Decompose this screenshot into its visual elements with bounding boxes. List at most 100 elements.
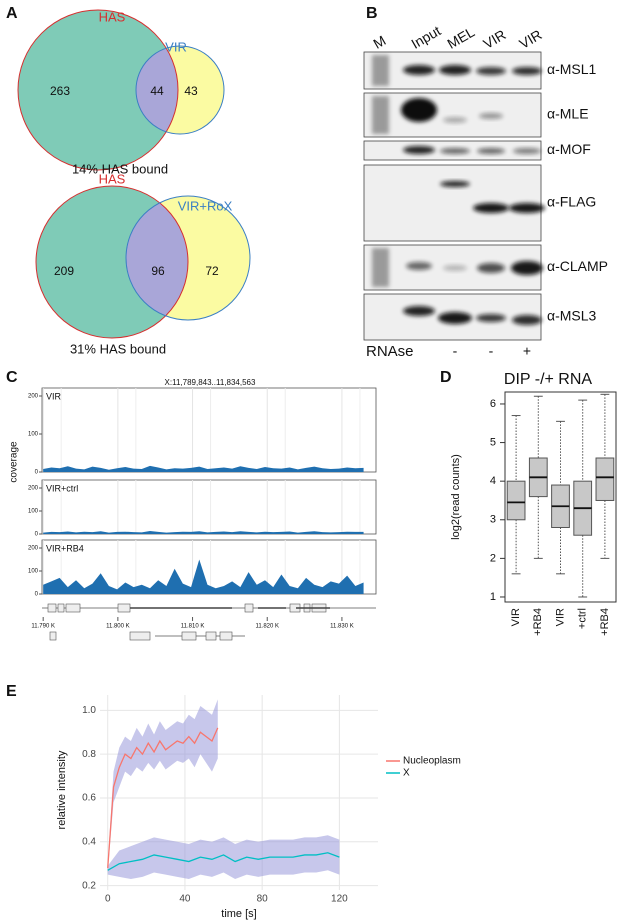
legend-label: Nucleoplasm (403, 756, 461, 767)
series-line (107, 852, 340, 871)
exon (117, 603, 131, 613)
x-tick-label: 11.810 K (181, 624, 205, 630)
y-tick-label: 3 (490, 514, 496, 526)
y-tick-label: 4 (490, 475, 496, 487)
antibody-label: α-MSL1 (547, 61, 597, 77)
panel-label: B (366, 5, 378, 22)
chart-title: DIP -/+ RNA (504, 371, 593, 388)
rnase-sign: - (453, 343, 458, 359)
box (506, 480, 526, 521)
box (595, 457, 615, 501)
band (477, 263, 505, 273)
coverage-area (43, 559, 364, 594)
coverage-area (43, 531, 364, 534)
marker-lane (372, 248, 389, 287)
x-tick-label: +ctrl (577, 608, 589, 629)
band (401, 98, 437, 122)
ci-band (107, 835, 340, 880)
y-axis-label: coverage (9, 441, 20, 483)
panel-label: C (6, 369, 18, 386)
venn-count: 263 (50, 84, 70, 98)
exon (47, 603, 57, 613)
y-tick-label: 0 (35, 532, 39, 538)
exon (65, 603, 81, 613)
y-tick-label: 200 (28, 486, 39, 492)
exon (205, 631, 217, 641)
track-title: X:11,789,843..11,834,563 (165, 378, 256, 387)
series-line (107, 727, 219, 869)
rnase-sign: + (523, 343, 531, 359)
y-tick-label: 0 (35, 592, 39, 598)
set-label: VIR (165, 39, 187, 54)
plot-frame (504, 391, 617, 603)
marker-lane (372, 55, 389, 86)
x-tick-label: VIR (510, 608, 522, 626)
rnase-sign: - (489, 343, 494, 359)
x-tick-label: VIR (554, 608, 566, 626)
y-tick-label: 100 (28, 509, 39, 515)
x-tick-label: 11.790 K (31, 624, 55, 630)
band (477, 148, 505, 154)
band (406, 262, 432, 270)
exon (57, 603, 65, 613)
venn-count: 72 (205, 264, 219, 278)
set-circle (18, 10, 178, 170)
track-box (41, 479, 377, 535)
venn-count: 44 (150, 84, 164, 98)
antibody-label: α-MSL3 (547, 308, 597, 324)
x-tick-label: 11.830 K (330, 624, 354, 630)
set-outline (17, 9, 179, 171)
panel-label: E (6, 683, 17, 700)
antibody-label: α-CLAMP (547, 258, 608, 274)
rnase-label: RNAse (366, 343, 414, 360)
lane-label: VIR (480, 26, 508, 52)
band (512, 315, 542, 325)
lane-label: M (370, 32, 388, 52)
set-label: VIR+RoX (178, 198, 233, 213)
exon (129, 631, 151, 641)
track-name: VIR (46, 391, 62, 401)
lane-label: VIR (516, 26, 544, 52)
x-tick-label: 120 (331, 894, 348, 905)
exon (219, 631, 233, 641)
set-label: HAS (99, 171, 126, 186)
band (443, 117, 467, 123)
y-axis-label: log2(read counts) (450, 454, 462, 540)
blot (363, 92, 542, 138)
y-tick-label: 6 (490, 398, 496, 410)
venn-count: 43 (184, 84, 198, 98)
venn-caption: 31% HAS bound (70, 341, 166, 356)
lane-label: MEL (444, 23, 477, 51)
exon (181, 631, 197, 641)
y-tick-label: 100 (28, 569, 39, 575)
band (476, 67, 506, 75)
panel-label: D (440, 369, 452, 386)
band (511, 261, 543, 275)
band (439, 65, 471, 75)
marker-lane (372, 96, 389, 134)
band (440, 181, 470, 187)
overlap (136, 46, 178, 134)
y-tick-label: 5 (490, 436, 496, 448)
set-outline (135, 45, 225, 135)
x-tick-label: 11.800 K (106, 624, 130, 630)
antibody-label: α-MLE (547, 106, 589, 122)
x-tick-label: 11.820 K (255, 624, 279, 630)
track-name: VIR+ctrl (46, 483, 78, 493)
x-axis-label: time [s] (221, 908, 256, 920)
band (512, 67, 542, 75)
y-tick-label: 0.2 (82, 880, 96, 891)
x-tick-label: 80 (257, 894, 269, 905)
band (403, 65, 435, 75)
venn-count: 209 (54, 264, 74, 278)
band (476, 314, 506, 322)
band (443, 265, 467, 271)
y-tick-label: 0.4 (82, 836, 96, 847)
ci-band (107, 699, 218, 873)
track-name: VIR+RB4 (46, 543, 84, 553)
track-box (41, 387, 377, 473)
panel-label: A (6, 5, 18, 22)
band (473, 203, 509, 213)
coverage-area (43, 465, 364, 472)
